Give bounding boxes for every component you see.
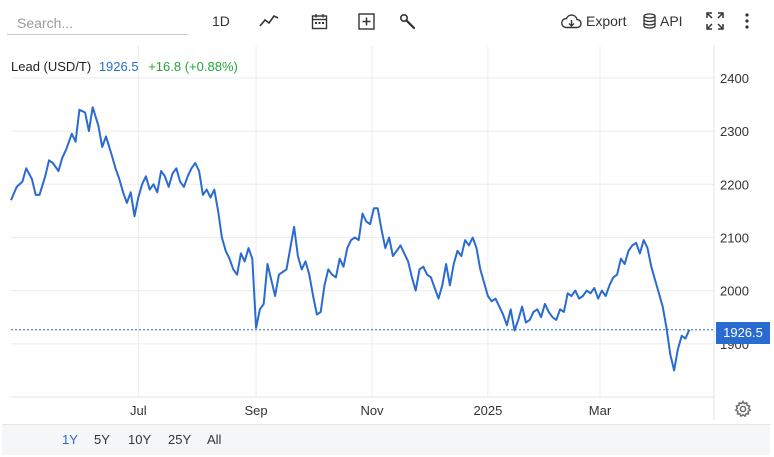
y-tick-label: 2200 — [720, 177, 749, 192]
range-10y[interactable]: 10Y — [128, 432, 152, 447]
range-selector: 1Y 5Y 10Y 25Y All — [2, 424, 770, 455]
x-tick-label: Jul — [130, 403, 147, 418]
chart-legend: Lead (USD/T) 1926.5 +16.8 (+0.88%) — [11, 59, 238, 74]
search-input[interactable] — [7, 11, 188, 35]
y-tick-label: 2000 — [720, 284, 749, 299]
x-tick-label: 2025 — [473, 403, 502, 418]
y-tick-label: 2400 — [720, 71, 749, 86]
range-all[interactable]: All — [207, 432, 222, 447]
cloud-download-icon — [561, 13, 582, 29]
calendar-icon[interactable] — [309, 8, 329, 34]
interval-button[interactable]: 1D — [212, 13, 230, 29]
more-vertical-icon[interactable] — [740, 8, 754, 34]
price-series-line — [10, 106, 691, 372]
settings-gear-icon[interactable] — [734, 400, 752, 418]
database-icon — [643, 13, 656, 29]
range-1y[interactable]: 1Y — [62, 432, 78, 447]
wrench-icon[interactable] — [397, 8, 417, 34]
line-chart-icon[interactable] — [258, 8, 280, 34]
x-tick-label: Nov — [360, 403, 384, 418]
export-label: Export — [586, 13, 627, 29]
api-button[interactable]: API — [643, 8, 683, 34]
toolbar: 1D Export API — [0, 0, 774, 46]
fullscreen-icon[interactable] — [705, 8, 725, 34]
range-25y[interactable]: 25Y — [168, 432, 192, 447]
last-price-tag: 1926.5 — [716, 322, 770, 344]
y-gridlines — [11, 77, 714, 345]
legend-price: 1926.5 — [98, 59, 139, 74]
legend-name: Lead (USD/T) — [11, 59, 92, 74]
add-indicator-icon[interactable] — [356, 8, 376, 34]
y-tick-label: 2300 — [720, 124, 749, 139]
x-gridlines — [137, 46, 601, 397]
export-button[interactable]: Export — [561, 8, 626, 34]
x-tick-label: Mar — [589, 403, 612, 418]
y-tick-label: 2100 — [720, 230, 749, 245]
x-axis-labels: Jul Sep Nov 2025 Mar — [130, 403, 612, 418]
x-tick-label: Sep — [245, 403, 268, 418]
range-5y[interactable]: 5Y — [94, 432, 110, 447]
legend-change: +16.8 (+0.88%) — [148, 59, 238, 74]
api-label: API — [660, 13, 683, 29]
